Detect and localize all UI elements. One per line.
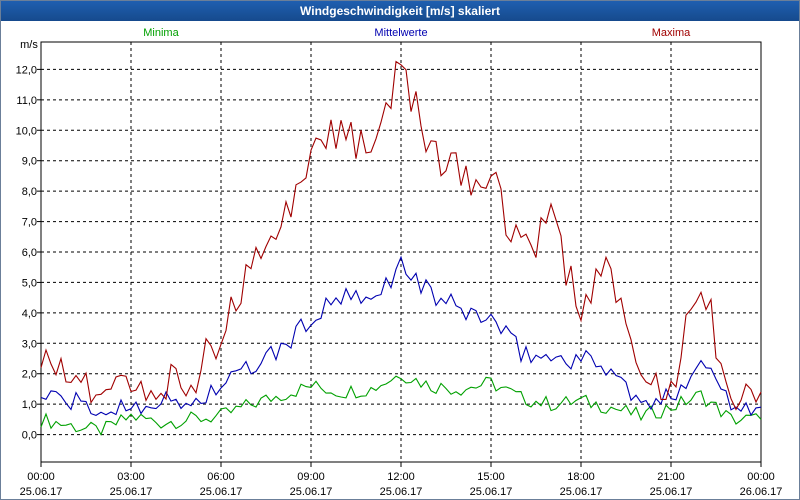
y-tick-label: 7,0 xyxy=(22,217,37,229)
y-tick-label: 2,0 xyxy=(22,369,37,381)
x-tick-label-date: 25.06.17 xyxy=(290,486,333,498)
x-tick-label-time: 15:00 xyxy=(477,471,505,483)
x-tick-label-date: 25.06.17 xyxy=(110,486,153,498)
x-tick-label-time: 03:00 xyxy=(117,471,145,483)
y-tick-label: 8,0 xyxy=(22,186,37,198)
x-tick-label-date: 25.06.17 xyxy=(650,486,693,498)
legend-minima: Minima xyxy=(143,27,179,39)
x-tick-label-date: 25.06.17 xyxy=(380,486,423,498)
y-tick-label: 1,0 xyxy=(22,399,37,411)
x-tick-label-time: 00:00 xyxy=(27,471,55,483)
y-tick-label: 12,0 xyxy=(16,64,37,76)
y-tick-label: 11,0 xyxy=(16,95,37,107)
x-tick-label-date: 26.06.17 xyxy=(740,486,783,498)
y-tick-label: 4,0 xyxy=(22,308,37,320)
y-tick-label: 6,0 xyxy=(22,247,37,259)
series-line-minima xyxy=(40,375,762,436)
x-tick-label-time: 21:00 xyxy=(657,471,685,483)
x-tick-label-date: 25.06.17 xyxy=(560,486,603,498)
x-tick-label-time: 12:00 xyxy=(387,471,415,483)
series-line-maxima xyxy=(40,60,762,411)
legend-mittelwerte: Mittelwerte xyxy=(374,27,427,39)
x-tick-label-date: 25.06.17 xyxy=(200,486,243,498)
x-tick-label-date: 25.06.17 xyxy=(470,486,513,498)
x-tick-label-time: 00:00 xyxy=(747,471,775,483)
x-tick-label-time: 18:00 xyxy=(567,471,595,483)
y-tick-label: 9,0 xyxy=(22,156,37,168)
y-axis-label: m/s xyxy=(20,39,38,51)
x-tick-label-date: 25.06.17 xyxy=(20,486,63,498)
y-tick-label: 3,0 xyxy=(22,338,37,350)
legend-maxima: Maxima xyxy=(652,27,691,39)
y-tick-label: 10,0 xyxy=(16,125,37,137)
x-tick-label-time: 06:00 xyxy=(207,471,235,483)
y-tick-label: 5,0 xyxy=(22,277,37,289)
series-line-mittelwerte xyxy=(40,255,762,417)
wind-speed-chart: 0,0 1,0 2,0 3,0 4,0 5,0 6,0 7,0 8,0 9,0 10,0 11,0 12… xyxy=(16,27,783,498)
y-tick-label: 0,0 xyxy=(22,430,37,442)
x-tick-label-time: 09:00 xyxy=(297,471,325,483)
window-title: Windgeschwindigkeit [m/s] skaliert xyxy=(1,1,799,21)
